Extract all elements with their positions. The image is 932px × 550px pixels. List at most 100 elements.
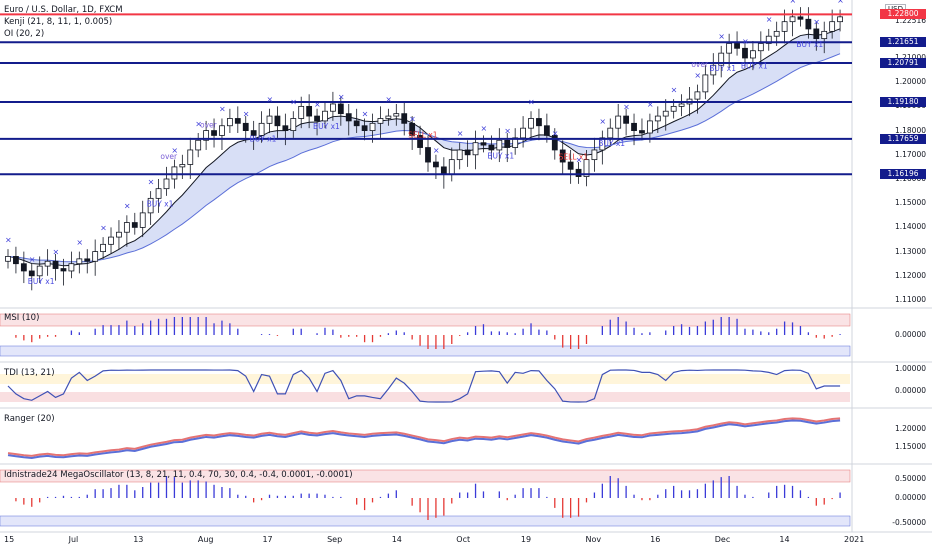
date-tick-label: 16 [650,535,661,544]
price-level-tag: 1.19180 [880,97,926,108]
candle-body [480,142,487,146]
price-level-tag: 1.21651 [880,37,926,48]
candle-body [797,16,804,20]
legend-tdi[interactable]: TDI (13, 21) [4,368,55,378]
price-tick-label: 1.13000 [894,246,926,256]
msi-tick-label: 0.00000 [894,330,926,339]
date-tick-label: Dec [714,535,731,544]
candle-body [13,256,19,265]
signal-marker: × [671,85,678,94]
signal-marker: × [599,117,606,126]
price-level-tag: 1.17659 [880,133,926,144]
signal-marker: × [837,0,844,5]
candle-body [353,120,360,127]
price-level-tag: 1.20791 [880,58,926,69]
price-tick-label: 1.15000 [894,198,926,208]
candle-body [654,115,661,122]
candle-body [662,110,669,117]
candle-body [726,43,733,54]
ranger-tick-label: 1.20000 [894,424,926,434]
signal-marker: × [790,0,797,5]
price-tick-label: 1.17000 [894,149,926,159]
candle-body [639,130,645,134]
candle-body [694,91,701,100]
candle-body [250,130,257,136]
candle-body [472,142,479,156]
candle-body [179,164,186,168]
mega-tick-label: 0.50000 [894,474,926,483]
legend-oi[interactable]: OI (20, 2) [4,29,45,39]
mega-tick-label: 0.00000 [894,493,926,502]
candle-body [226,118,233,127]
candle-body [258,122,265,136]
candle-body [765,35,772,44]
signal-marker: × [718,32,725,41]
candle-body [187,149,194,165]
candle-body [464,149,471,156]
candle-body [607,127,614,139]
candle-body [543,125,550,136]
candle-body [837,16,843,23]
price-tick-label: 1.18000 [894,125,926,135]
price-level-tag: 1.16196 [880,169,926,180]
candle-body [615,115,622,129]
signal-marker: × [195,119,202,128]
candle-body [813,28,820,40]
candle-body [750,50,756,59]
signal-marker: × [528,97,535,106]
candle-body [789,16,796,23]
signal-marker: × [267,95,274,104]
buy-signal-label: BUY x1 [28,277,55,286]
candle-body [646,120,653,134]
candle-body [290,118,297,131]
candle-body [377,118,384,124]
buy-signal-label: BUY x1 [487,151,514,160]
price-tick-label: 1.21000 [895,53,926,62]
candle-body [757,43,764,52]
candle-body [20,263,27,272]
signal-marker: × [409,114,416,123]
candle-body [504,139,511,148]
candle-body [282,125,289,131]
date-tick-label: Nov [585,535,602,544]
candle-body [385,115,392,119]
candle-body [734,43,740,49]
price-tick-label: 1.14000 [894,222,926,232]
tdi-lower-zone [0,392,850,402]
msi-upper-zone [0,313,851,327]
candle-body [567,161,574,170]
candle-body [147,197,154,214]
signal-marker: × [766,15,773,24]
candle-body [520,127,526,139]
candle-body [44,260,51,267]
candle-body [219,125,225,136]
candle-body [171,166,178,180]
candle-body [163,178,170,190]
legend-symbol[interactable]: Euro / U.S. Dollar, 1D, FXCM [4,5,123,15]
legend-megaoscillator[interactable]: Idnistrade24 MegaOscillator (13, 8, 21, … [4,470,353,480]
candle-body [401,113,408,124]
legend-ranger[interactable]: Ranger (20) [4,414,55,424]
candle-body [131,222,138,228]
signal-marker: × [124,202,131,211]
candle-body [52,260,59,269]
date-tick-label: 14 [391,535,402,544]
candle-body [76,258,83,265]
tdi-mid-zone [0,374,850,384]
buy-signal-label: BUY x1 [598,139,625,148]
candle-body [773,30,780,37]
over-signal-label: over [200,120,218,129]
date-tick-label: 17 [262,535,273,544]
price-tick-label: 1.22516 [894,16,926,26]
date-tick-label: 2021 [844,535,865,544]
candle-body [805,18,812,30]
ranger-tick-label: 1.15000 [894,441,926,451]
signal-marker: × [171,146,178,155]
legend-kenji[interactable]: Kenji (21, 8, 11, 1, 0.005) [4,17,113,27]
candle-body [100,243,106,252]
signal-marker: × [243,110,250,119]
legend-msi[interactable]: MSI (10) [4,313,40,323]
ranger-upper-line [7,417,841,457]
signal-marker: × [76,238,83,247]
